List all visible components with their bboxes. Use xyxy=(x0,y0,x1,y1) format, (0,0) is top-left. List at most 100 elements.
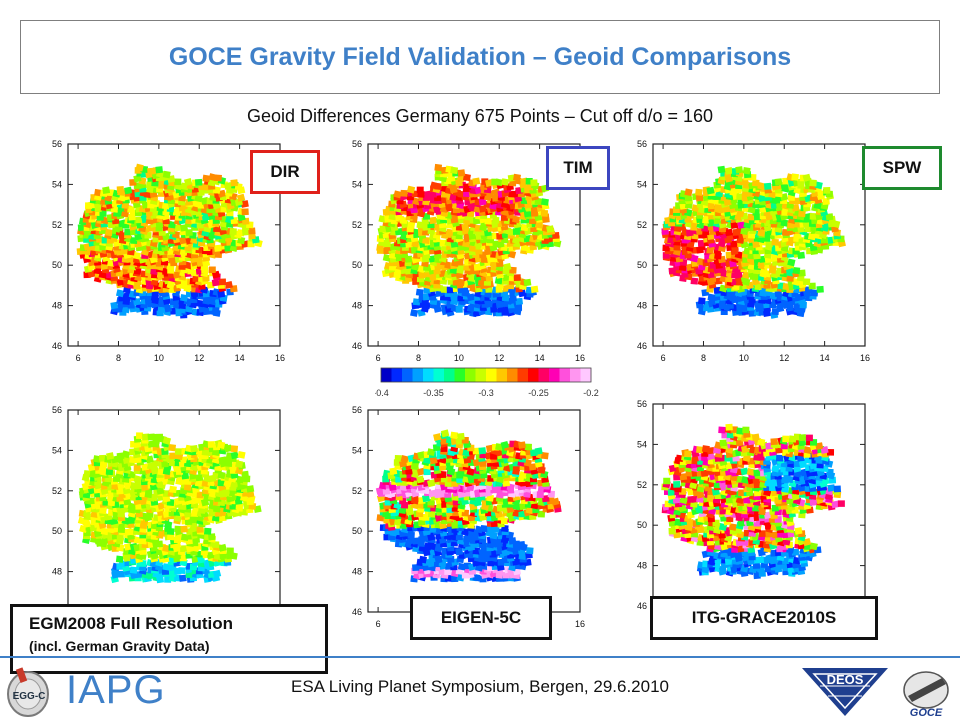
data-point xyxy=(214,174,222,182)
data-point xyxy=(121,201,130,209)
x-tick-label: 16 xyxy=(575,619,585,629)
x-tick-label: 10 xyxy=(154,353,164,363)
data-point xyxy=(517,540,526,549)
x-tick-label: 12 xyxy=(194,353,204,363)
data-point xyxy=(434,163,443,172)
data-point xyxy=(763,182,772,190)
data-point xyxy=(523,209,532,218)
data-point xyxy=(798,434,807,442)
data-point xyxy=(695,188,703,196)
data-point xyxy=(446,286,454,294)
data-point xyxy=(224,444,233,453)
data-point xyxy=(805,434,813,442)
iapg-logo: IAPG xyxy=(66,668,166,712)
y-tick-label: 50 xyxy=(637,520,647,530)
data-point xyxy=(444,568,452,575)
data-point xyxy=(472,177,481,186)
x-tick-label: 16 xyxy=(860,353,870,363)
data-point xyxy=(217,441,226,450)
data-point xyxy=(124,228,132,236)
data-point xyxy=(461,223,470,231)
data-point xyxy=(721,431,729,439)
goce-logo-text: GOCE xyxy=(910,707,943,718)
data-point xyxy=(192,275,200,282)
colorbar-swatch xyxy=(402,368,413,382)
x-tick-label: 16 xyxy=(575,353,585,363)
data-point xyxy=(174,525,182,533)
data-point xyxy=(434,513,444,522)
y-tick-label: 52 xyxy=(352,486,362,496)
data-point xyxy=(102,186,111,194)
y-tick-label: 50 xyxy=(637,260,647,270)
goce-logo: GOCE xyxy=(903,671,949,718)
data-point xyxy=(757,228,766,237)
data-point xyxy=(180,278,188,286)
data-point xyxy=(164,304,173,313)
data-points xyxy=(376,163,562,318)
data-point xyxy=(725,423,733,431)
data-point xyxy=(393,190,402,199)
colorbar-swatch xyxy=(507,368,518,382)
data-point xyxy=(133,464,141,471)
data-point xyxy=(427,448,436,456)
data-point xyxy=(136,432,144,440)
data-point xyxy=(826,449,835,456)
data-point xyxy=(139,537,148,545)
data-point xyxy=(748,296,756,304)
data-point xyxy=(456,472,464,479)
data-point xyxy=(208,533,216,541)
data-point xyxy=(724,557,733,566)
data-point xyxy=(770,479,778,487)
label-eigen5c: EIGEN-5C xyxy=(410,596,552,640)
data-point xyxy=(416,186,424,194)
y-tick-label: 46 xyxy=(352,341,362,351)
data-point xyxy=(429,456,438,465)
data-point xyxy=(695,194,704,202)
data-point xyxy=(724,167,733,175)
data-point xyxy=(440,286,449,294)
data-point xyxy=(495,443,504,451)
data-point xyxy=(179,236,188,245)
data-point xyxy=(162,436,172,445)
data-point xyxy=(679,496,688,505)
data-point xyxy=(713,481,722,489)
data-point xyxy=(162,563,171,571)
data-point xyxy=(667,488,676,496)
data-point xyxy=(426,479,436,488)
data-point xyxy=(440,437,448,445)
x-tick-label: 14 xyxy=(235,353,245,363)
data-point xyxy=(85,524,93,531)
data-point xyxy=(757,181,766,191)
y-tick-label: 54 xyxy=(637,179,647,189)
data-point xyxy=(518,441,526,449)
data-point xyxy=(194,194,203,203)
data-point xyxy=(736,427,744,435)
data-point xyxy=(508,190,516,198)
colorbar-swatch xyxy=(496,368,508,382)
data-point xyxy=(492,525,500,533)
data-point xyxy=(726,431,735,439)
data-point xyxy=(782,435,790,443)
y-tick-label: 56 xyxy=(637,139,647,149)
data-point xyxy=(116,533,124,541)
data-point xyxy=(490,453,498,460)
data-point xyxy=(754,283,762,291)
y-tick-label: 48 xyxy=(52,301,62,311)
data-point xyxy=(814,181,823,190)
data-point xyxy=(179,554,187,562)
colorbar-swatch xyxy=(412,368,424,382)
data-point xyxy=(206,551,215,560)
y-tick-label: 56 xyxy=(52,405,62,415)
data-point xyxy=(457,432,465,441)
data-point xyxy=(133,475,142,484)
colorbar-swatch xyxy=(549,368,560,382)
data-point xyxy=(794,527,803,535)
data-point xyxy=(468,244,477,252)
data-point xyxy=(382,253,391,262)
data-point xyxy=(106,452,115,460)
data-point xyxy=(496,232,504,240)
data-point xyxy=(223,181,233,190)
data-point xyxy=(382,487,391,495)
data-point xyxy=(737,519,746,527)
